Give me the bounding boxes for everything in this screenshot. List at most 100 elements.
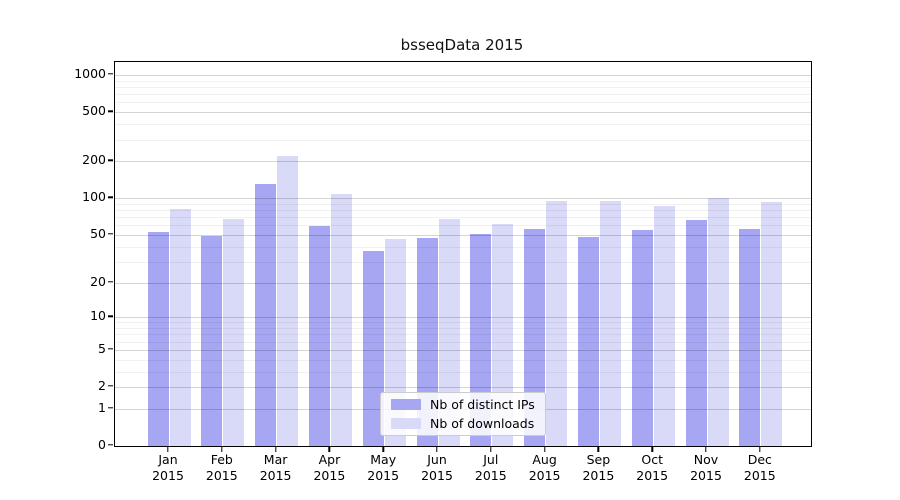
y-tick-mark-1000 (108, 73, 113, 75)
gridline-40 (115, 246, 811, 248)
bar-downloads-nov (707, 198, 729, 446)
x-tick-label-mar: Mar 2015 (259, 452, 292, 483)
legend-label-distinct-ips: Nb of distinct IPs (430, 397, 535, 412)
bar-downloads-jun (438, 218, 460, 446)
legend: Nb of distinct IPs Nb of downloads (380, 392, 546, 436)
bar-ips-apr (308, 226, 330, 446)
bar-downloads-aug (546, 200, 568, 446)
x-tick-mark-jan (167, 446, 169, 452)
x-tick-label-may: May 2015 (367, 452, 400, 483)
legend-swatch-distinct-ips (391, 399, 421, 410)
y-tick-label-200: 200 (82, 152, 106, 168)
bar-downloads-feb (223, 219, 245, 446)
bar-downloads-apr (330, 194, 352, 446)
bar-downloads-sep (599, 200, 621, 446)
bar-ips-feb (201, 235, 223, 446)
y-tick-mark-1 (108, 407, 113, 409)
x-tick-mark-jul (490, 446, 492, 452)
y-tick-mark-20 (108, 280, 113, 283)
gridline-9 (115, 322, 811, 324)
gridline-8 (115, 328, 811, 329)
legend-swatch-downloads (391, 418, 421, 429)
legend-label-downloads: Nb of downloads (430, 416, 535, 431)
chart-title: bsseqData 2015 (400, 36, 524, 54)
y-tick-mark-100 (108, 196, 113, 198)
bar-ips-may (362, 250, 384, 446)
x-tick-label-jun: Jun 2015 (421, 452, 453, 483)
gridline-800 (115, 86, 811, 88)
gridline-5 (115, 349, 811, 351)
bar-ips-oct (631, 229, 653, 446)
y-tick-mark-200 (108, 159, 113, 161)
x-tick-mark-apr (328, 446, 331, 452)
y-tick-label-10: 10 (90, 308, 106, 324)
gridline-1000 (115, 74, 811, 76)
gridline-400 (115, 124, 811, 126)
bar-ips-dec (739, 228, 761, 446)
x-tick-mark-may (382, 446, 384, 452)
y-tick-label-100: 100 (82, 189, 106, 205)
x-tick-label-oct: Oct 2015 (636, 452, 669, 483)
y-tick-mark-10 (108, 315, 113, 317)
gridline-100 (115, 198, 811, 200)
legend-item-downloads: Nb of downloads (381, 416, 545, 431)
x-tick-mark-aug (543, 446, 546, 452)
gridline-3 (115, 371, 811, 373)
x-tick-label-sep: Sep 2015 (582, 452, 615, 483)
bar-downloads-jan (169, 208, 191, 446)
gridline-90 (115, 203, 811, 205)
x-tick-mark-sep (597, 446, 600, 452)
y-tick-mark-500 (108, 110, 113, 112)
y-tick-label-1: 1 (98, 399, 106, 415)
gridline-900 (115, 80, 811, 82)
bar-downloads-dec (761, 202, 783, 446)
gridline-2 (115, 387, 811, 388)
y-tick-label-50: 50 (90, 225, 106, 241)
gridline-60 (115, 225, 811, 227)
x-tick-label-aug: Aug 2015 (528, 452, 561, 483)
x-tick-label-nov: Nov 2015 (690, 452, 722, 483)
gridline-20 (115, 282, 811, 284)
bar-ips-aug (524, 228, 546, 446)
y-tick-label-2: 2 (98, 378, 106, 393)
gridline-300 (115, 139, 811, 141)
y-tick-label-1000: 1000 (74, 65, 106, 81)
gridline-70 (115, 217, 811, 219)
y-tick-mark-50 (108, 233, 113, 235)
x-tick-label-feb: Feb 2015 (205, 452, 238, 483)
gridline-10 (115, 317, 811, 319)
y-tick-label-5: 5 (98, 340, 106, 356)
gridline-700 (115, 94, 811, 96)
gridline-600 (115, 102, 811, 104)
bar-ips-jan (147, 231, 169, 446)
x-tick-mark-feb (221, 446, 223, 452)
x-tick-mark-nov (705, 446, 707, 452)
x-tick-label-jan: Jan 2015 (152, 452, 184, 483)
bar-downloads-jul (492, 223, 514, 446)
gridline-7 (115, 334, 811, 336)
gridline-500 (115, 112, 811, 114)
bar-downloads-mar (277, 156, 299, 446)
x-tick-mark-oct (651, 446, 653, 452)
x-tick-mark-mar (274, 446, 277, 452)
x-tick-mark-dec (759, 446, 761, 452)
y-tick-mark-2 (108, 385, 113, 387)
gridline-50 (115, 234, 811, 236)
gridline-80 (115, 210, 811, 212)
y-tick-mark-0 (108, 444, 113, 446)
y-tick-label-20: 20 (90, 273, 106, 289)
bar-downloads-oct (653, 206, 675, 446)
y-tick-label-500: 500 (82, 103, 106, 119)
gridline-30 (115, 261, 811, 263)
y-tick-label-0: 0 (98, 437, 106, 452)
gridline-4 (115, 359, 811, 361)
x-tick-label-jul: Jul 2015 (474, 452, 507, 483)
gridline-6 (115, 341, 811, 343)
plot-area (114, 61, 812, 447)
bar-ips-nov (685, 220, 707, 446)
x-tick-label-apr: Apr 2015 (313, 452, 346, 483)
bar-ips-mar (255, 184, 277, 446)
x-tick-mark-jun (436, 446, 438, 452)
gridline-200 (115, 161, 811, 163)
